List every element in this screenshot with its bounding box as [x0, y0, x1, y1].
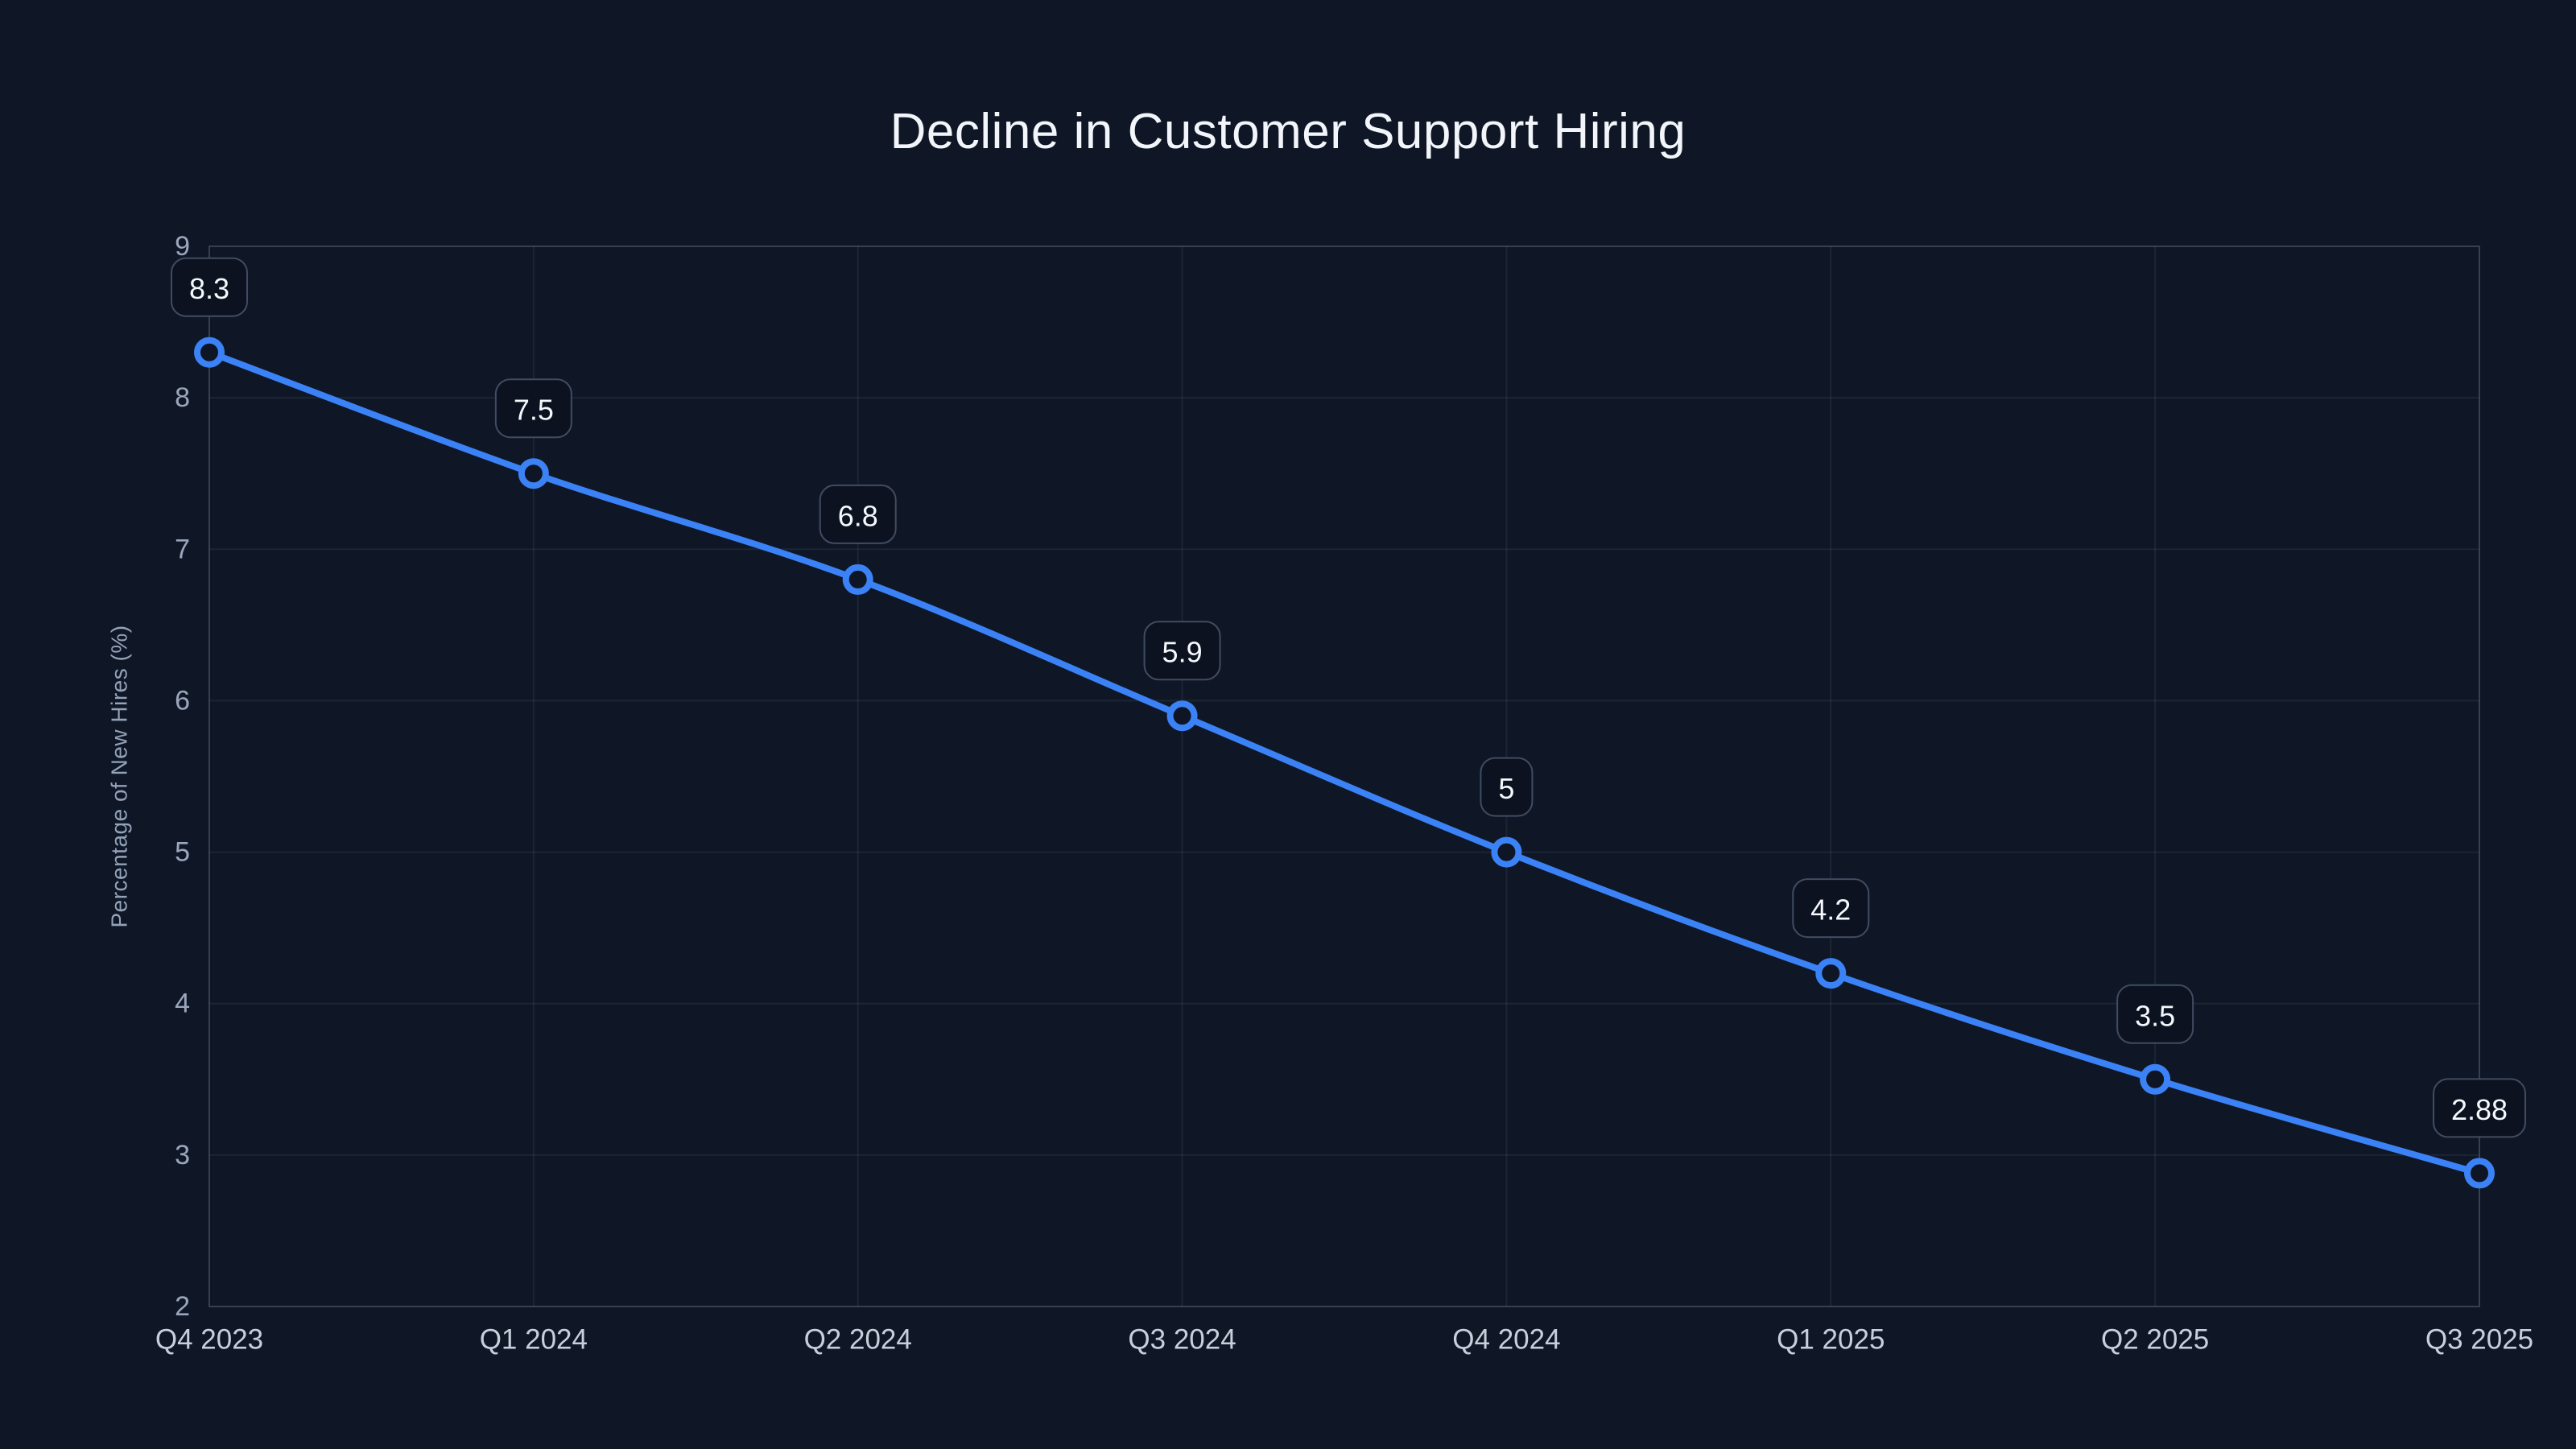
x-tick-label: Q1 2025	[1777, 1324, 1885, 1356]
point-label-box	[1792, 878, 1870, 939]
plot-border	[208, 246, 2480, 1307]
x-tick-label: Q1 2024	[480, 1324, 588, 1356]
point-label-value: 3.5	[2135, 999, 2175, 1032]
point-label-value: 4.2	[1810, 894, 1851, 927]
point-label-box	[1143, 621, 1221, 681]
data-point[interactable]	[1166, 700, 1198, 732]
x-axis-ticks: Q4 2023 Q1 2024 Q2 2024 Q3 2024 Q4 2024 Q1 20…	[155, 1324, 2533, 1356]
x-tick-label: Q4 2024	[1452, 1324, 1560, 1356]
data-points	[194, 336, 2495, 1189]
point-label-value: 2.88	[2451, 1093, 2508, 1126]
data-point[interactable]	[1491, 836, 1522, 868]
y-tick-label: 6	[175, 685, 190, 716]
y-tick-label: 7	[175, 534, 190, 564]
point-label-box	[1480, 757, 1534, 817]
series-line	[206, 349, 2483, 1177]
y-tick-label: 2	[175, 1291, 190, 1322]
y-tick-label: 8	[175, 382, 190, 413]
x-tick-label: Q2 2025	[2101, 1324, 2209, 1356]
data-point[interactable]	[842, 564, 873, 595]
data-point[interactable]	[2140, 1063, 2171, 1095]
x-tick-label: Q3 2024	[1128, 1324, 1236, 1356]
point-label-box	[171, 257, 248, 317]
point-label-value: 5.9	[1162, 636, 1203, 669]
point-label-value: 7.5	[514, 394, 554, 427]
point-label-box	[2116, 984, 2194, 1044]
y-tick-label: 3	[175, 1140, 190, 1170]
data-point[interactable]	[194, 336, 225, 368]
point-label-value: 6.8	[838, 499, 878, 532]
y-axis-title: Percentage of New Hires (%)	[107, 625, 132, 927]
y-tick-label: 9	[175, 231, 190, 262]
data-point[interactable]	[2464, 1158, 2495, 1189]
x-tick-label: Q4 2023	[155, 1324, 263, 1356]
x-tick-label: Q2 2024	[804, 1324, 912, 1356]
point-label-value: 5	[1498, 772, 1514, 805]
y-tick-label: 4	[175, 989, 190, 1019]
point-label-box	[819, 484, 897, 544]
data-point[interactable]	[1815, 958, 1847, 989]
data-point[interactable]	[518, 458, 549, 489]
y-tick-label: 5	[175, 837, 190, 868]
point-labels: 8.3 7.5 6.8 5.9 5 4.2 3.5 2.88	[171, 257, 2526, 1138]
x-tick-label: Q3 2025	[2425, 1324, 2533, 1356]
point-label-box	[2433, 1078, 2526, 1138]
point-label-value: 8.3	[189, 272, 229, 305]
chart-title: Decline in Customer Support Hiring	[890, 104, 1686, 159]
y-axis-ticks: 2 3 4 5 6 7 8 9	[175, 231, 190, 1322]
point-label-box	[494, 378, 572, 439]
grid	[208, 246, 2480, 1307]
